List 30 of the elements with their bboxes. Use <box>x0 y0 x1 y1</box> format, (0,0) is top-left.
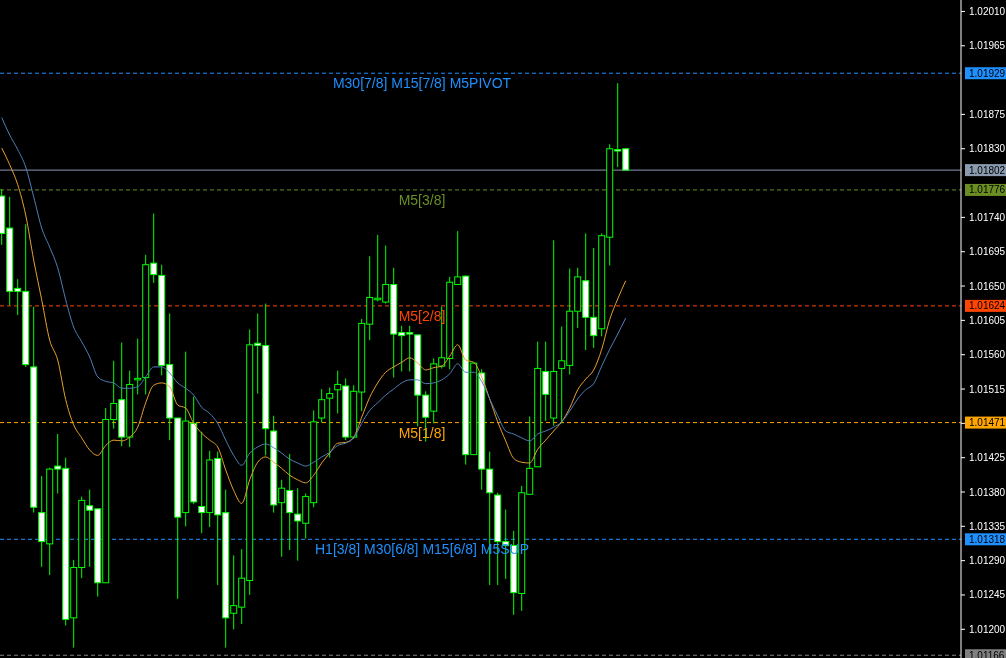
text: 1.01471 <box>969 417 1006 429</box>
y-tick-label: 1.01515 <box>969 383 1006 395</box>
y-tick-label: 1.01830 <box>969 143 1006 155</box>
y-tick-label: 1.01605 <box>969 314 1006 326</box>
y-tick-label: 1.01425 <box>969 452 1006 464</box>
y-tick-label: 1.01560 <box>969 349 1006 361</box>
text: 1.01318 <box>969 533 1006 545</box>
ref-line-label: M30[7/8] M15[7/8] M5PIVOT <box>332 75 512 92</box>
y-tick-label: 1.01650 <box>969 280 1006 292</box>
y-tick-label: 1.01695 <box>969 246 1006 258</box>
y-tick-label: 1.02010 <box>969 5 1006 17</box>
y-tick-label: 1.01740 <box>969 211 1006 223</box>
y-tick-label: 1.01965 <box>969 40 1006 52</box>
y-tick-label: 1.01245 <box>969 589 1006 601</box>
y-tick-label: 1.01380 <box>969 486 1006 498</box>
text: 1.01166 <box>969 649 1005 658</box>
line-series <box>1 147 627 504</box>
ref-line-label: M5[3/8] <box>398 191 446 208</box>
y-tick-label: 1.01290 <box>969 555 1006 567</box>
candlestick <box>318 388 326 424</box>
line-series <box>1 116 627 467</box>
candlestick <box>134 338 142 395</box>
text: 1.01802 <box>969 164 1006 176</box>
y-tick-label: 1.01335 <box>969 520 1006 532</box>
y-tick-label: 1.01875 <box>969 108 1006 120</box>
y-tick-label: 1.01200 <box>969 623 1006 635</box>
candlestick <box>326 387 334 459</box>
text: 1.01624 <box>969 300 1006 312</box>
text: 1.01776 <box>969 184 1006 196</box>
text: 1.01929 <box>969 67 1006 79</box>
